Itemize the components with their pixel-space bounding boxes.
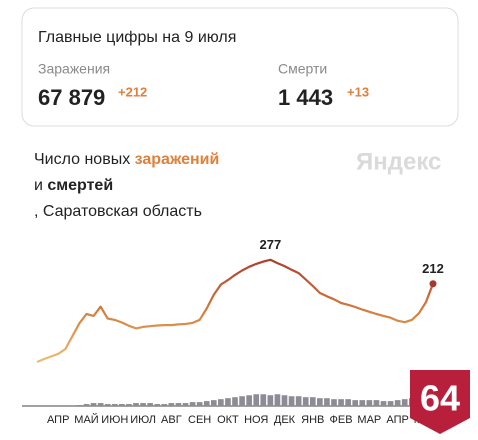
deaths-bar [373, 400, 380, 406]
deaths-bar [119, 404, 125, 406]
deaths-bar [140, 403, 146, 406]
deaths-bar [104, 404, 111, 406]
deaths-bar [196, 402, 203, 406]
deaths-bar [317, 398, 323, 406]
x-tick-label: НОЯ [244, 414, 268, 426]
badge-text: 64 [420, 378, 460, 419]
title-part: заражений [135, 151, 220, 168]
deaths-bar [154, 404, 161, 406]
deaths-bar [210, 400, 217, 406]
chart-title: и смертей [34, 177, 113, 194]
chart-title: Число новых заражений [34, 151, 219, 168]
data-label: 277 [260, 237, 282, 252]
cases-total: 67 879 [38, 85, 105, 110]
cases-line [36, 258, 435, 364]
deaths-bar [175, 403, 182, 406]
deaths-bar [133, 403, 139, 406]
title-part: и [34, 177, 47, 194]
cases-label: Заражения [38, 61, 110, 77]
deaths-bar [253, 394, 260, 406]
deaths-bar [218, 399, 224, 406]
title-part: Число новых [34, 151, 135, 168]
deaths-bar [295, 396, 302, 406]
deaths-bar [225, 398, 231, 406]
deaths-delta: +13 [347, 84, 369, 99]
deaths-bar [147, 403, 153, 406]
deaths-bar [366, 400, 373, 406]
x-tick-label: ИЮН [101, 414, 128, 426]
x-tick-label: СЕН [188, 414, 211, 426]
deaths-bar [76, 405, 83, 406]
title-part: , Саратовская область [34, 203, 202, 220]
deaths-bar [380, 401, 387, 406]
deaths-bar [288, 396, 295, 406]
x-tick-label: МАЙ [74, 413, 98, 426]
deaths-bar [359, 400, 366, 406]
deaths-bar [126, 404, 132, 406]
deaths-bar [274, 394, 281, 406]
deaths-bar [324, 398, 330, 406]
deaths-bar [97, 403, 104, 406]
x-tick-label: АПР [47, 414, 69, 426]
deaths-label: Смерти [278, 61, 327, 77]
data-label: 212 [422, 261, 444, 276]
deaths-bar [394, 400, 401, 406]
deaths-bar [401, 399, 408, 406]
deaths-bar [90, 403, 97, 406]
deaths-bar [182, 403, 189, 406]
chart-title: , Саратовская область [34, 203, 202, 220]
deaths-bar [203, 401, 210, 406]
deaths-bar [83, 404, 90, 406]
brand-logo: Яндекс [356, 148, 441, 175]
cases-delta: +212 [118, 84, 147, 99]
deaths-bar [267, 395, 274, 406]
deaths-bar [161, 404, 168, 406]
x-tick-label: МАР [357, 414, 381, 426]
end-point [429, 280, 437, 288]
deaths-bar [387, 401, 394, 406]
x-tick-label: ОКТ [217, 414, 239, 426]
title-part: смертей [47, 177, 113, 194]
deaths-bar [189, 402, 196, 406]
deaths-bar [239, 396, 245, 406]
x-tick-label: ФЕВ [330, 414, 353, 426]
deaths-bar [111, 404, 118, 406]
x-tick-label: АВГ [161, 414, 182, 426]
x-tick-label: ИЮЛ [130, 414, 156, 426]
summary-card [21, 7, 459, 127]
deaths-bar [302, 397, 309, 406]
deaths-bar [331, 399, 337, 406]
deaths-bar [352, 400, 359, 406]
deaths-bar [281, 395, 288, 406]
deaths-bar [246, 395, 252, 406]
card-title: Главные цифры на 9 июля [38, 29, 236, 46]
deaths-bar [232, 397, 238, 406]
region-badge [410, 370, 470, 434]
x-tick-label: АПР [386, 414, 408, 426]
deaths-bar [260, 394, 267, 406]
x-tick-label: ДЕК [274, 414, 296, 426]
deaths-total: 1 443 [278, 85, 333, 110]
deaths-bar [345, 399, 351, 406]
deaths-bar [168, 403, 175, 406]
deaths-bar [309, 397, 316, 406]
x-tick-label: ЯНВ [301, 414, 324, 426]
deaths-bar [338, 399, 344, 406]
